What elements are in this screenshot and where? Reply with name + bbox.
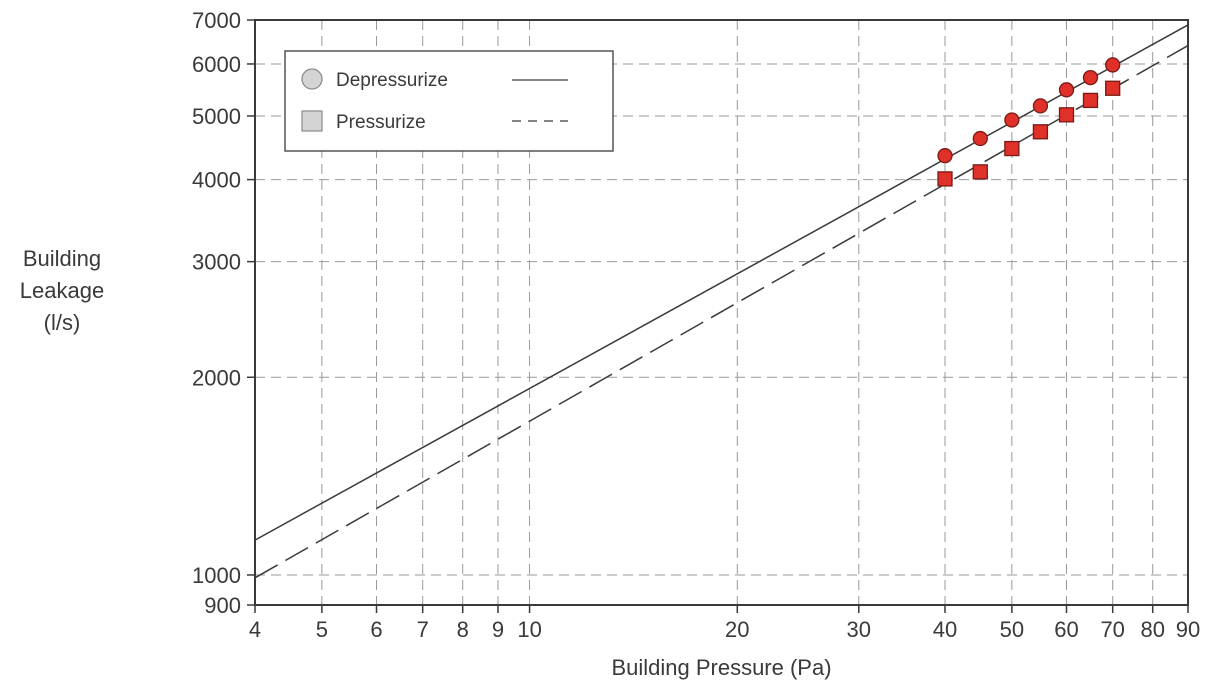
x-tick-label: 50	[1000, 617, 1024, 642]
y-axis-title-line-2: Leakage	[20, 278, 104, 303]
depressurize-point	[1105, 57, 1121, 73]
x-tick-label: 20	[725, 617, 749, 642]
fit-lines	[254, 24, 1189, 579]
y-axis-title-line-3: (l/s)	[44, 310, 81, 335]
pressurize-point	[1058, 107, 1075, 123]
legend-entry-depressurize: Depressurize	[301, 68, 568, 91]
y-tick-label: 3000	[192, 250, 241, 275]
x-tick-label: 4	[249, 617, 261, 642]
data-points	[937, 57, 1121, 187]
x-tick-label: 9	[492, 617, 504, 642]
x-tick-label: 60	[1054, 617, 1078, 642]
y-tick-label: 2000	[192, 365, 241, 390]
pressurize-point	[1105, 80, 1121, 96]
depressurize-point	[1004, 112, 1020, 128]
legend-circle-marker	[301, 68, 323, 90]
y-tick-label: 6000	[192, 52, 241, 77]
legend-label-depressurize: Depressurize	[336, 70, 448, 91]
x-tick-label: 80	[1140, 617, 1164, 642]
y-tick-label: 900	[204, 593, 241, 618]
pressurize-point	[1082, 92, 1099, 109]
legend-square-marker	[301, 110, 323, 132]
legend-box	[284, 50, 614, 152]
x-axis-title: Building Pressure (Pa)	[611, 655, 831, 680]
y-tick-label: 7000	[192, 8, 241, 33]
depressurize-point	[972, 130, 988, 147]
y-axis-title: Building Leakage (l/s)	[20, 246, 104, 335]
legend-label-pressurize: Pressurize	[336, 112, 426, 133]
depressurize-fit-line	[254, 24, 1189, 541]
x-tick-label: 90	[1176, 617, 1200, 642]
x-tick-label: 70	[1100, 617, 1124, 642]
y-axis-title-line-1: Building	[23, 246, 101, 271]
legend-entry-pressurize: Pressurize	[301, 110, 568, 133]
x-axis-ticks: 4 5 6 7 8 9 10 20 30 40 50 60 70 80 90	[249, 605, 1200, 642]
depressurize-point	[1058, 82, 1075, 98]
pressurize-point	[1032, 124, 1049, 140]
pressurize-point	[937, 171, 953, 187]
y-axis-ticks: 900 1000 2000 3000 4000 5000 6000 7000	[192, 8, 255, 618]
depressurize-point	[937, 148, 953, 164]
plot-frame	[254, 19, 1189, 606]
x-tick-label: 10	[517, 617, 541, 642]
legend: Depressurize Pressurize	[284, 50, 614, 152]
x-tick-label: 5	[316, 617, 328, 642]
x-tick-label: 6	[370, 617, 382, 642]
pressurize-point	[1004, 140, 1020, 157]
x-tick-label: 8	[457, 617, 469, 642]
y-tick-label: 1000	[192, 563, 241, 588]
depressurize-point	[1032, 98, 1049, 114]
y-tick-label: 5000	[192, 104, 241, 129]
y-tick-label: 4000	[192, 168, 241, 193]
depressurize-point	[1082, 69, 1099, 86]
x-tick-label: 7	[417, 617, 429, 642]
x-tick-label: 40	[933, 617, 957, 642]
pressurize-point	[972, 164, 988, 180]
pressurize-fit-line	[254, 44, 1189, 579]
x-tick-label: 30	[847, 617, 871, 642]
